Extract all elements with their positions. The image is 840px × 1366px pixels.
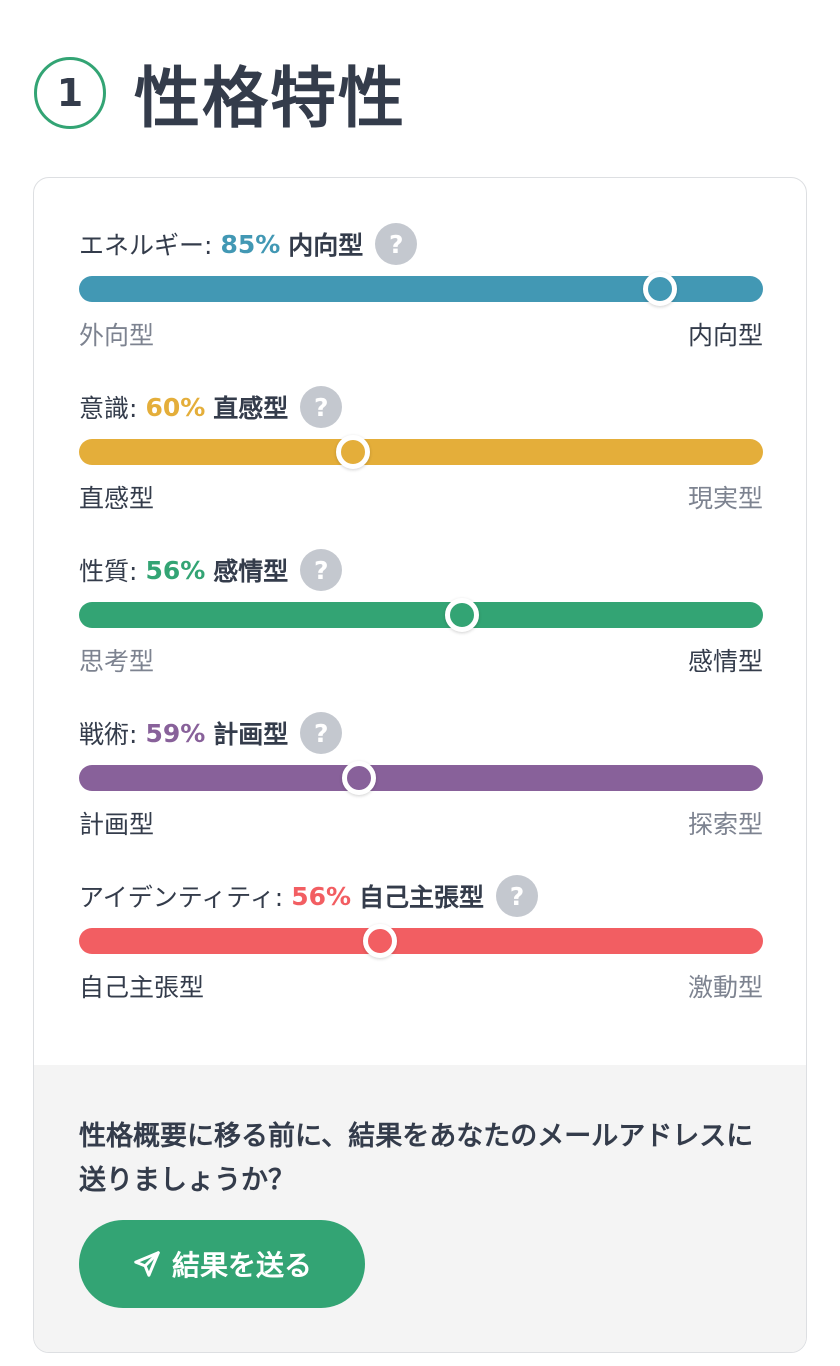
- right-pole-label: 現実型: [687, 484, 763, 513]
- question-icon[interactable]: ?: [496, 875, 539, 917]
- trait-slider-thumb: [643, 272, 678, 306]
- trait-type: 自己主張型: [359, 883, 485, 912]
- left-pole-label: 思考型: [79, 647, 155, 676]
- trait-label: 戦術: 59% 計画型 ?: [79, 711, 763, 755]
- traits-card: エネルギー: 85% 内向型 ? 外向型 内向型 意識: 60% 直感型 ? 直…: [33, 177, 807, 1353]
- right-pole-label: 探索型: [687, 810, 763, 839]
- send-results-label: 結果を送る: [171, 1249, 312, 1282]
- page-title: 性格特性: [134, 60, 406, 137]
- trait-label: 意識: 60% 直感型 ?: [79, 385, 763, 429]
- trait-tactics: 戦術: 59% 計画型 ? 計画型 探索型: [79, 711, 763, 841]
- trait-slider-thumb: [445, 598, 480, 632]
- left-pole-label: 自己主張型: [79, 973, 205, 1002]
- trait-label: 性質: 56% 感情型 ?: [79, 548, 763, 592]
- trait-name: 意識:: [79, 394, 138, 423]
- trait-name: エネルギー:: [79, 231, 213, 260]
- trait-slider-track: [79, 598, 763, 632]
- question-icon[interactable]: ?: [300, 549, 343, 591]
- trait-name: 性質:: [79, 557, 138, 586]
- question-icon[interactable]: ?: [375, 223, 418, 265]
- email-prompt-text: 性格概要に移る前に、結果をあなたのメールアドレスに送りましょうか？: [79, 1121, 754, 1196]
- trait-slider-track: [79, 761, 763, 795]
- trait-percent: 59%: [145, 718, 206, 748]
- left-pole-label: 直感型: [79, 484, 155, 513]
- trait-name: アイデンティティ:: [79, 883, 284, 912]
- trait-label: エネルギー: 85% 内向型 ?: [79, 222, 763, 266]
- trait-identity: アイデンティティ: 56% 自己主張型 ? 自己主張型 激動型: [79, 874, 763, 1004]
- right-pole-label: 激動型: [687, 973, 763, 1002]
- trait-slider-thumb: [335, 435, 370, 469]
- trait-percent: 60%: [145, 392, 206, 422]
- section-header: 1 性格特性: [34, 52, 406, 137]
- trait-percent: 85%: [220, 229, 281, 259]
- left-pole-label: 計画型: [79, 810, 155, 839]
- trait-slider-thumb: [362, 924, 397, 958]
- trait-mind: 意識: 60% 直感型 ? 直感型 現実型: [79, 385, 763, 515]
- trait-label: アイデンティティ: 56% 自己主張型 ?: [79, 874, 763, 918]
- right-pole-label: 内向型: [687, 321, 763, 350]
- left-pole-label: 外向型: [79, 321, 155, 350]
- trait-slider-track: [79, 924, 763, 958]
- trait-slider-thumb: [342, 761, 377, 795]
- question-icon[interactable]: ?: [300, 712, 343, 754]
- trait-nature: 性質: 56% 感情型 ? 思考型 感情型: [79, 548, 763, 678]
- trait-name: 戦術:: [79, 720, 138, 749]
- paper-plane-icon: [134, 1251, 160, 1277]
- email-results-section: 性格概要に移る前に、結果をあなたのメールアドレスに送りましょうか？ 結果を送る: [34, 1065, 806, 1352]
- question-icon[interactable]: ?: [300, 386, 343, 428]
- trait-slider-track: [79, 435, 763, 469]
- step-number-badge: 1: [34, 57, 106, 129]
- trait-percent: 56%: [291, 881, 352, 911]
- trait-type: 感情型: [213, 557, 289, 586]
- send-results-button[interactable]: 結果を送る: [79, 1220, 365, 1308]
- trait-percent: 56%: [145, 555, 206, 585]
- trait-slider-track: [79, 272, 763, 306]
- trait-type: 計画型: [213, 720, 289, 749]
- trait-type: 内向型: [288, 231, 364, 260]
- trait-energy: エネルギー: 85% 内向型 ? 外向型 内向型: [79, 222, 763, 352]
- trait-type: 直感型: [213, 394, 289, 423]
- right-pole-label: 感情型: [687, 647, 763, 676]
